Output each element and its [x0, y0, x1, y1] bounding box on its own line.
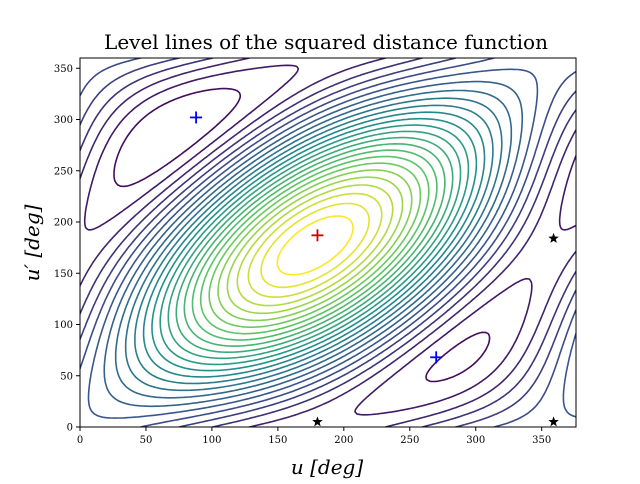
x-tick-label: 350 — [532, 435, 551, 446]
y-tick-label: 50 — [60, 371, 73, 382]
x-tick-label: 300 — [466, 435, 485, 446]
contour-level-10 — [124, 97, 503, 392]
star-marker — [312, 416, 323, 427]
contour-level-18 — [191, 149, 438, 341]
contour-level-25 — [260, 202, 370, 289]
contour-level-21 — [217, 169, 413, 322]
y-tick-label: 0 — [67, 423, 73, 434]
x-tick-label: 200 — [334, 435, 353, 446]
plus-marker — [430, 351, 443, 364]
contour-level-17 — [183, 143, 446, 347]
chart-title: Level lines of the squared distance func… — [104, 30, 548, 54]
y-tick-label: 300 — [54, 115, 73, 126]
contour-level-12 — [142, 111, 486, 378]
contour-level-19 — [199, 155, 430, 335]
contour-level-26 — [276, 215, 354, 276]
y-axis-ticks: 0 50 100 150 200 250 300 350 — [54, 64, 80, 434]
star-marker — [548, 416, 559, 427]
y-axis-label: u′ [deg] — [20, 204, 44, 281]
contour-level-13 — [151, 117, 478, 372]
y-tick-label: 150 — [54, 269, 73, 280]
x-tick-label: 150 — [268, 435, 287, 446]
contour-level-1 — [113, 87, 491, 383]
contour-level-20 — [208, 162, 422, 328]
y-tick-label: 100 — [54, 320, 73, 331]
contour-level-15 — [167, 130, 462, 360]
x-tick-label: 100 — [202, 435, 221, 446]
contour-level-23 — [236, 184, 394, 307]
contour-level-22 — [226, 176, 404, 315]
contour-level-5 — [80, 58, 576, 427]
x-tick-label: 250 — [400, 435, 419, 446]
contour-lines — [80, 58, 576, 427]
y-tick-label: 200 — [54, 218, 73, 229]
contour-level-14 — [159, 124, 470, 366]
plus-marker — [190, 111, 203, 124]
contour-level-2 — [83, 64, 576, 416]
x-axis-label: u [deg] — [291, 455, 363, 479]
star-marker — [548, 232, 559, 243]
plus-marker — [311, 229, 324, 242]
contour-level-9 — [114, 89, 513, 399]
y-tick-label: 250 — [54, 166, 73, 177]
contour-level-16 — [175, 136, 454, 353]
contour-level-11 — [134, 104, 494, 385]
contour-level-24 — [247, 192, 383, 298]
contour-level-7 — [87, 68, 576, 419]
y-tick-label: 350 — [54, 64, 73, 75]
contour-level-8 — [103, 80, 524, 408]
x-tick-label: 0 — [77, 435, 83, 446]
x-tick-label: 50 — [140, 435, 153, 446]
plot-frame — [79, 57, 577, 428]
markers — [190, 111, 559, 427]
x-axis-ticks: 0 50 100 150 200 250 300 350 — [77, 427, 551, 446]
